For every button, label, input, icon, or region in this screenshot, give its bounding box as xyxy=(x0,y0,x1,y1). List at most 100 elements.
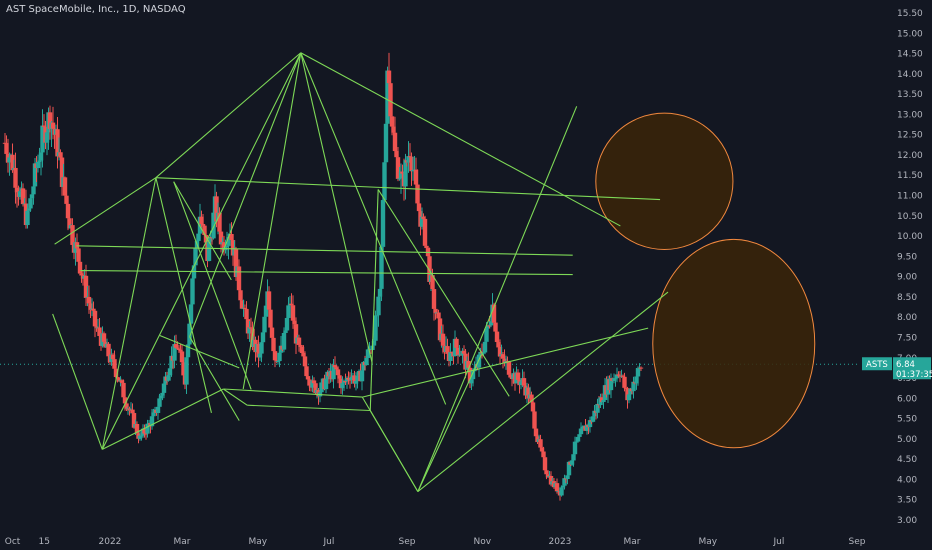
candle-body xyxy=(64,195,69,204)
trend-line xyxy=(417,354,482,492)
candle-body xyxy=(542,457,548,471)
candle-body xyxy=(286,305,291,318)
candle-body xyxy=(83,275,89,298)
candle-body xyxy=(424,245,429,249)
candle-body xyxy=(211,212,216,239)
candle-body xyxy=(178,349,183,352)
candle-body xyxy=(277,352,282,362)
candle-body xyxy=(242,307,248,310)
candle-body xyxy=(344,377,350,382)
candle-body xyxy=(488,321,494,326)
candle-body xyxy=(341,380,347,384)
candle-body xyxy=(502,358,507,364)
candle-body xyxy=(79,273,84,276)
candle-body xyxy=(38,152,44,161)
candle-body xyxy=(137,435,143,439)
candle-body xyxy=(119,380,125,383)
candle-body xyxy=(572,441,578,455)
candle-body xyxy=(374,315,380,317)
candle-body xyxy=(70,225,75,245)
candle-body xyxy=(376,296,381,316)
candle-body xyxy=(41,125,47,127)
candle-body xyxy=(92,310,98,327)
candle-body xyxy=(403,160,408,187)
candle-body xyxy=(143,433,149,435)
candle-body xyxy=(179,351,185,363)
candle-body xyxy=(302,356,308,367)
candle-body xyxy=(380,200,386,247)
candle-body xyxy=(208,236,213,242)
candle-body xyxy=(155,406,161,414)
candle-body xyxy=(94,326,99,328)
highlight-circle xyxy=(595,112,734,250)
candle-body xyxy=(394,151,399,158)
candle-body xyxy=(263,305,269,317)
candle-body xyxy=(406,156,411,163)
candle-body xyxy=(575,436,581,442)
candle-body xyxy=(59,157,65,187)
trend-line xyxy=(159,334,240,369)
candle-body xyxy=(248,327,254,329)
candle-body xyxy=(518,381,524,385)
candle-body xyxy=(196,233,201,241)
candle-body xyxy=(538,439,543,448)
candle-body xyxy=(113,368,119,378)
candle-body xyxy=(437,318,443,341)
candle-body xyxy=(47,112,53,129)
candle-body xyxy=(86,296,92,304)
candle-body xyxy=(500,354,506,359)
candle-body xyxy=(77,261,83,274)
candle-body xyxy=(373,315,378,341)
candle-body xyxy=(599,397,605,402)
candle-body xyxy=(521,378,527,386)
candle-body xyxy=(29,194,35,199)
candle-body xyxy=(440,333,446,346)
candle-body xyxy=(391,126,396,133)
candle-body xyxy=(398,171,404,179)
y-tick-label: 10.50 xyxy=(897,212,923,222)
candle-body xyxy=(611,378,617,381)
x-tick-label: 15 xyxy=(39,537,50,547)
candle-body xyxy=(157,398,162,407)
candle-body xyxy=(580,426,585,429)
candle-body xyxy=(323,379,329,390)
candle-body xyxy=(400,171,405,174)
candle-body xyxy=(199,216,204,224)
candle-body xyxy=(271,337,276,352)
candle-body xyxy=(218,231,224,245)
trend-line xyxy=(417,291,669,493)
candle-body xyxy=(485,325,491,329)
candle-body xyxy=(410,170,416,172)
candle-body xyxy=(430,275,435,290)
y-tick-label: 14.00 xyxy=(897,70,923,80)
candle-body xyxy=(415,184,420,204)
candle-body xyxy=(31,186,36,195)
candle-body xyxy=(608,378,614,391)
candle-body xyxy=(532,411,537,429)
candle-body xyxy=(397,178,402,180)
candle-body xyxy=(187,323,192,345)
candle-body xyxy=(349,377,354,380)
y-tick-label: 5.50 xyxy=(897,415,917,425)
chart-title: AST SpaceMobile, Inc., 1D, NASDAQ xyxy=(6,4,186,15)
y-tick-label: 12.00 xyxy=(897,151,923,161)
candle-body xyxy=(493,322,498,332)
candle-body xyxy=(281,332,287,350)
time-axis[interactable]: Oct 15 2022 Mar May Jul Sep Nov 2023 Mar May Jul Sep xyxy=(5,537,866,547)
candle-body xyxy=(371,340,377,346)
y-tick-label: 9.50 xyxy=(897,252,917,262)
x-tick-label: May xyxy=(699,537,718,547)
x-tick-label: Jul xyxy=(773,537,785,547)
candle-body xyxy=(145,423,150,434)
candle-body xyxy=(91,308,96,311)
candle-body xyxy=(461,350,467,354)
highlight-circle xyxy=(652,238,816,449)
candle-body xyxy=(44,132,50,143)
candle-body xyxy=(17,191,23,197)
candle-body xyxy=(466,360,471,368)
candle-body xyxy=(127,408,132,411)
candle-body xyxy=(346,377,351,380)
candle-body xyxy=(245,319,251,334)
candle-body xyxy=(299,346,305,353)
